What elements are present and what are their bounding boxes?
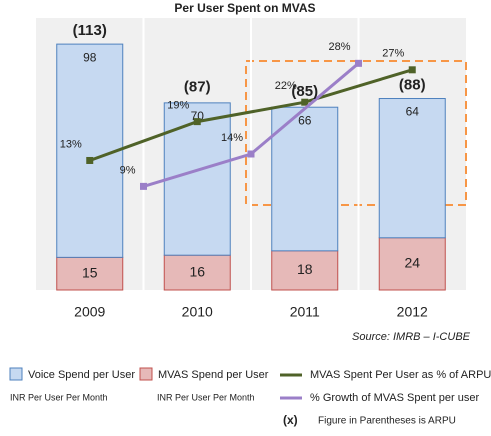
bar-segment (378, 98, 446, 239)
line-label: 9% (120, 164, 136, 176)
legend-swatch (139, 367, 153, 381)
x-tick-label: 2011 (290, 304, 320, 320)
line-marker (408, 66, 416, 74)
legend-label: Voice Spend per User (28, 369, 135, 381)
line (89, 68, 413, 162)
legend-swatch (9, 367, 23, 381)
bar-label: 24 (404, 255, 420, 271)
line-marker (247, 150, 255, 158)
bar-label: 66 (298, 113, 312, 127)
line-marker (355, 59, 362, 67)
line-marker (193, 118, 201, 126)
legend-label: MVAS Spend per User (158, 369, 269, 381)
bar-label: 98 (83, 50, 97, 64)
x-tick-label: 2012 (397, 304, 428, 320)
bar-label: 18 (297, 261, 313, 277)
line-label: 27% (382, 48, 404, 60)
line-marker (301, 98, 309, 106)
footnote-symbol: (x) (283, 413, 298, 427)
total-label: (87) (184, 79, 211, 96)
legend-label: % Growth of MVAS Spent per user (310, 392, 479, 404)
bar-label: 15 (82, 264, 98, 280)
bar-segment (163, 254, 231, 291)
legend-note: INR Per User Per Month (157, 392, 255, 402)
bar-segment (56, 43, 124, 258)
line-marker (140, 182, 147, 190)
bar-segment (163, 102, 231, 256)
bar-segment (271, 106, 339, 252)
line-label: 28% (328, 41, 350, 53)
total-label: (88) (399, 76, 426, 93)
line-label: 22% (275, 80, 297, 92)
footnote-text: Figure in Parentheses is ARPU (318, 416, 456, 427)
bar-segment (378, 237, 446, 291)
x-tick-label: 2010 (182, 304, 213, 320)
bar-label: 64 (406, 105, 420, 119)
chart-title: Per User Spent on MVAS (174, 1, 315, 15)
total-label: (85) (291, 83, 318, 100)
source: Source: IMRB – I-CUBE (352, 331, 471, 343)
legend-note: INR Per User Per Month (10, 392, 108, 402)
bar-label: 16 (189, 263, 205, 279)
legend-label: MVAS Spent Per User as % of ARPU (310, 369, 491, 381)
line-label: 14% (221, 132, 243, 144)
x-tick-label: 2009 (74, 304, 105, 320)
line-label: 19% (167, 100, 189, 112)
bar-segment (271, 250, 339, 291)
line-label: 13% (60, 138, 82, 150)
total-label: (113) (73, 22, 107, 39)
line-marker (86, 156, 94, 164)
